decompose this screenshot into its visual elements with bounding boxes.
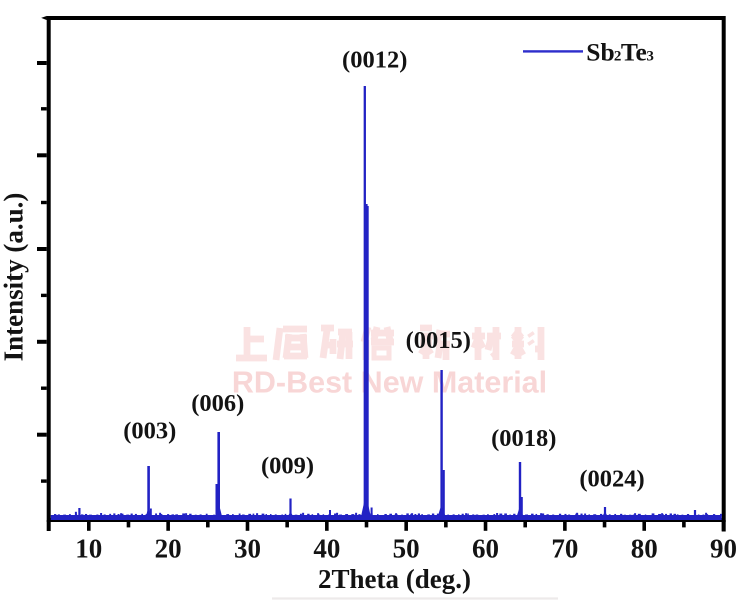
- svg-text:Intensity (a.u.): Intensity (a.u.): [0, 193, 29, 362]
- svg-text:20: 20: [155, 534, 182, 564]
- svg-text:2Theta (deg.): 2Theta (deg.): [318, 564, 471, 594]
- svg-text:40: 40: [313, 534, 340, 564]
- svg-text:RD-Best New Material: RD-Best New Material: [232, 365, 547, 399]
- svg-text:90: 90: [710, 534, 737, 564]
- svg-text:(0015): (0015): [406, 327, 471, 354]
- svg-text:(0012): (0012): [342, 46, 407, 73]
- svg-text:Sb2Te3: Sb2Te3: [586, 37, 654, 66]
- svg-text:(0024): (0024): [579, 466, 644, 493]
- svg-text:50: 50: [393, 534, 420, 564]
- svg-text:(009): (009): [261, 453, 314, 480]
- svg-text:10: 10: [75, 534, 102, 564]
- svg-text:30: 30: [234, 534, 261, 564]
- svg-text:(0018): (0018): [491, 425, 556, 452]
- svg-text:(006): (006): [191, 390, 244, 417]
- svg-text:(003): (003): [123, 418, 176, 445]
- svg-text:60: 60: [472, 534, 499, 564]
- svg-text:80: 80: [631, 534, 658, 564]
- svg-text:70: 70: [551, 534, 578, 564]
